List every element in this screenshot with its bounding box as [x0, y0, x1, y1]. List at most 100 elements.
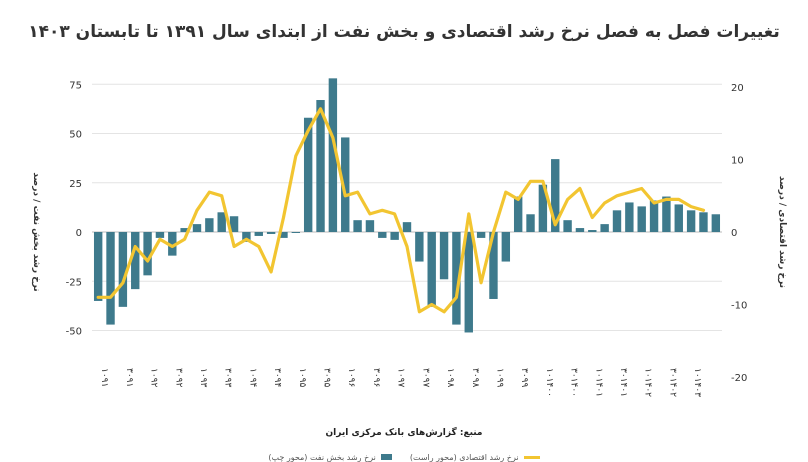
bar	[390, 232, 399, 240]
bar	[93, 232, 103, 301]
bar	[131, 232, 140, 290]
bar	[489, 232, 498, 299]
x-tick-label: ۱۰۹۴	[247, 368, 257, 388]
x-tick-label: ۱۰۹۳	[198, 368, 208, 388]
bar	[612, 210, 622, 232]
chart-plot: -50 -25 0 25 50 75 -20 -10 0 10 20 ۱۰۹۱ ۳۰۹۱ ۱۰۹۲ ۳۰…	[31, 78, 787, 397]
bar	[266, 232, 276, 234]
bar	[563, 220, 572, 232]
bar	[279, 232, 288, 238]
x-tick-label: ۳۰۱۴۰۱	[618, 368, 628, 397]
bar	[649, 200, 659, 232]
bar	[155, 232, 165, 238]
bar	[217, 212, 226, 232]
y-left-tick-label: 0	[76, 228, 82, 239]
bar	[464, 232, 473, 333]
bar	[168, 232, 177, 256]
bar	[291, 232, 301, 233]
x-tick-label: ۳۰۹۴	[272, 368, 282, 388]
bar	[254, 232, 263, 236]
legend-swatch-bar	[380, 454, 392, 460]
bar	[415, 232, 424, 262]
x-tick-label: ۱۰۹۷	[396, 368, 406, 388]
y-right-tick-label: -20	[731, 373, 747, 384]
y-right-tick-label: 0	[731, 228, 737, 239]
bar	[625, 202, 634, 232]
y-left-tick-label: -50	[66, 327, 82, 338]
x-tick-label: ۱۰۱۴۰۰	[544, 368, 554, 397]
bar	[600, 224, 609, 232]
bar	[699, 212, 708, 232]
bar	[118, 232, 128, 307]
x-tick-label: ۳۰۹۷	[420, 368, 430, 388]
x-tick-label: ۱۰۹۵	[297, 368, 307, 388]
source-note: منبع: گزارش‌های بانک مرکزی ایران	[325, 428, 483, 438]
x-tick-label: ۳۰۱۴۰۲	[667, 368, 677, 397]
bar	[180, 228, 189, 232]
legend-swatch-line	[523, 455, 540, 459]
x-tick-label: ۱۰۱۴۰۳	[692, 368, 702, 397]
bar	[439, 232, 449, 280]
bar	[378, 232, 387, 238]
x-tick-label: ۳۰۹۳	[223, 368, 233, 388]
x-tick-label: ۳۰۹۲	[173, 368, 183, 388]
bar	[353, 220, 362, 232]
bar	[365, 220, 375, 232]
x-tick-label: ۳۰۹۸	[470, 368, 480, 388]
bar	[303, 117, 313, 232]
bar	[674, 204, 683, 232]
y-left-tick-label: -25	[66, 277, 82, 288]
bar	[242, 232, 251, 242]
x-tick-label: ۳۰۱۴۰۰	[569, 368, 579, 397]
legend: نرخ رشد بخش نفت (محور چپ) نرخ رشد اقتصاد…	[0, 452, 808, 462]
x-tick-label: ۱۰۹۶	[346, 368, 356, 388]
bar	[402, 222, 412, 232]
y-left-tick-label: 75	[69, 80, 82, 91]
bar	[575, 228, 585, 232]
bar	[588, 230, 597, 232]
x-tick-label: ۳۰۹۹	[519, 368, 529, 388]
bar	[316, 100, 325, 232]
bar	[501, 232, 511, 262]
y-axis-left-label: نرخ رشد بخش نفت / درصد	[31, 172, 41, 291]
gdp-growth-line	[96, 107, 706, 314]
bar	[106, 232, 115, 325]
bar	[637, 206, 646, 232]
y-right-tick-label: 10	[731, 156, 744, 167]
x-tick-label: ۳۰۹۶	[371, 368, 381, 388]
bar	[513, 196, 523, 232]
x-tick-label: ۱۰۱۴۰۱	[593, 368, 603, 397]
bar	[711, 214, 721, 232]
bar	[526, 214, 535, 232]
legend-item-gdp: نرخ رشد اقتصادی (محور راست)	[410, 453, 540, 462]
bar	[229, 216, 239, 232]
x-tick-label: ۱۰۹۹	[495, 368, 505, 388]
bar	[551, 159, 560, 232]
bar	[427, 232, 436, 307]
bar	[143, 232, 152, 276]
bar	[452, 232, 461, 325]
bar	[341, 137, 350, 232]
legend-label-oil: نرخ رشد بخش نفت (محور چپ)	[268, 452, 376, 462]
y-axis-right-label: نرخ رشد اقتصادی / درصد	[777, 176, 787, 288]
bar	[662, 196, 671, 232]
x-tick-label: ۳۰۹۵	[322, 368, 332, 388]
bar	[328, 78, 338, 232]
bar	[538, 184, 548, 232]
y-right-tick-label: 20	[731, 83, 744, 94]
x-tick-label: ۱۰۹۱	[99, 368, 109, 387]
y-right-tick-label: -10	[731, 301, 747, 312]
bar	[476, 232, 486, 238]
x-tick-label: ۱۰۹۲	[149, 368, 159, 388]
y-left-tick-label: 25	[69, 179, 82, 190]
bar	[205, 218, 214, 232]
x-tick-label: ۳۰۹۱	[124, 368, 134, 387]
legend-item-oil: نرخ رشد بخش نفت (محور چپ)	[268, 453, 392, 462]
x-tick-label: ۱۰۹۸	[445, 368, 455, 388]
y-left-tick-label: 50	[69, 130, 82, 141]
legend-label-gdp: نرخ رشد اقتصادی (محور راست)	[409, 452, 519, 462]
bar	[192, 224, 202, 232]
bar	[686, 210, 696, 232]
x-tick-label: ۱۰۱۴۰۲	[643, 368, 653, 397]
chart-title: تغییرات فصل به فصل نرخ رشد اقتصادی و بخش…	[28, 22, 780, 42]
